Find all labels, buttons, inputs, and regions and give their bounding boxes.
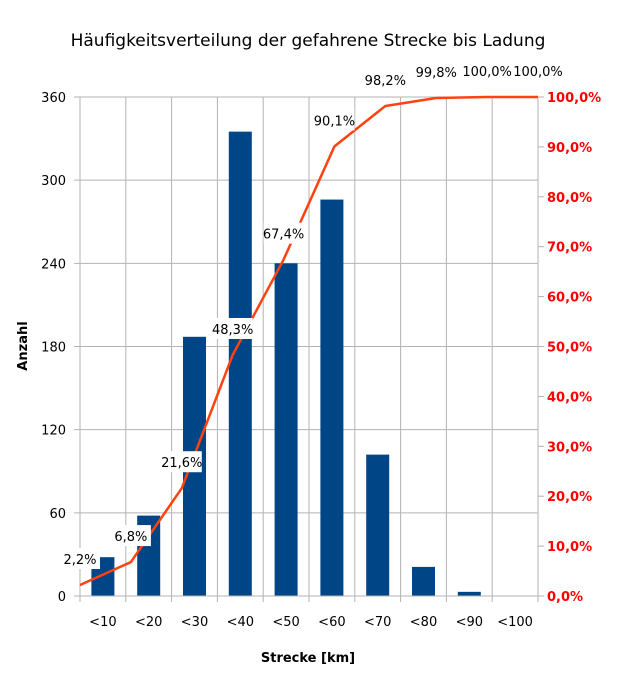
y2-tick-label: 0,0%	[547, 590, 583, 605]
x-tick-label: <90	[456, 615, 483, 630]
y2-tick-label: 50,0%	[547, 341, 592, 356]
x-tick-label: <100	[497, 615, 533, 630]
y-tick-label: 360	[41, 91, 66, 106]
data-label-bg	[513, 60, 563, 81]
bar	[228, 131, 252, 596]
x-tick-label: <30	[181, 615, 208, 630]
y-tick-label: 300	[41, 174, 66, 189]
y2-tick-label: 30,0%	[547, 440, 592, 455]
data-label: 48,3%	[212, 323, 253, 338]
data-label-bg	[60, 548, 100, 570]
y-tick-label: 120	[41, 424, 66, 439]
data-label: 6,8%	[114, 530, 147, 545]
y2-tick-label: 100,0%	[547, 91, 601, 106]
y-tick-label: 180	[41, 341, 66, 356]
bar	[320, 199, 344, 597]
bar	[274, 263, 298, 596]
bar	[366, 454, 390, 596]
data-label-bg	[416, 60, 457, 82]
x-tick-label: <50	[272, 615, 299, 630]
data-label: 99,8%	[416, 66, 457, 81]
data-label: 100,0%	[513, 65, 563, 80]
bar	[412, 566, 435, 596]
y2-tick-label: 40,0%	[547, 390, 592, 405]
x-tick-label: <20	[135, 615, 162, 630]
y-tick-label: 240	[41, 257, 66, 272]
x-tick-label: <80	[410, 615, 437, 630]
x-tick-label: <40	[227, 615, 254, 630]
data-label-bg	[462, 60, 513, 81]
x-tick-label: <70	[364, 615, 391, 630]
data-label-bg	[314, 109, 355, 131]
data-label: 21,6%	[161, 456, 202, 471]
y-tick-label: 60	[49, 507, 66, 522]
data-label-bg	[161, 451, 202, 473]
bar	[457, 591, 481, 596]
data-label: 100,0%	[462, 65, 512, 80]
data-label: 67,4%	[263, 228, 304, 243]
x-tick-label: <60	[318, 615, 345, 630]
y2-tick-label: 60,0%	[547, 291, 592, 306]
data-label-bg	[110, 525, 151, 547]
y-tick-label: 0	[58, 590, 66, 605]
y2-tick-label: 90,0%	[547, 141, 592, 156]
data-label: 98,2%	[365, 74, 406, 89]
data-label-bg	[212, 317, 253, 339]
cumulative-line	[79, 95, 538, 587]
data-label-bg	[263, 222, 304, 244]
y2-tick-label: 70,0%	[547, 241, 592, 256]
data-label-bg	[365, 68, 406, 90]
chart-title: Häufigkeitsverteilung der gefahrene Stre…	[71, 31, 546, 51]
y2-tick-label: 20,0%	[547, 490, 592, 505]
data-label: 90,1%	[314, 114, 355, 129]
x-axis-title: Strecke [km]	[261, 651, 355, 666]
y2-tick-label: 10,0%	[547, 540, 592, 555]
y-axis-title: Anzahl	[16, 321, 31, 370]
x-tick-label: <10	[89, 615, 116, 630]
y2-tick-label: 80,0%	[547, 191, 592, 206]
data-label: 2,2%	[63, 553, 96, 568]
